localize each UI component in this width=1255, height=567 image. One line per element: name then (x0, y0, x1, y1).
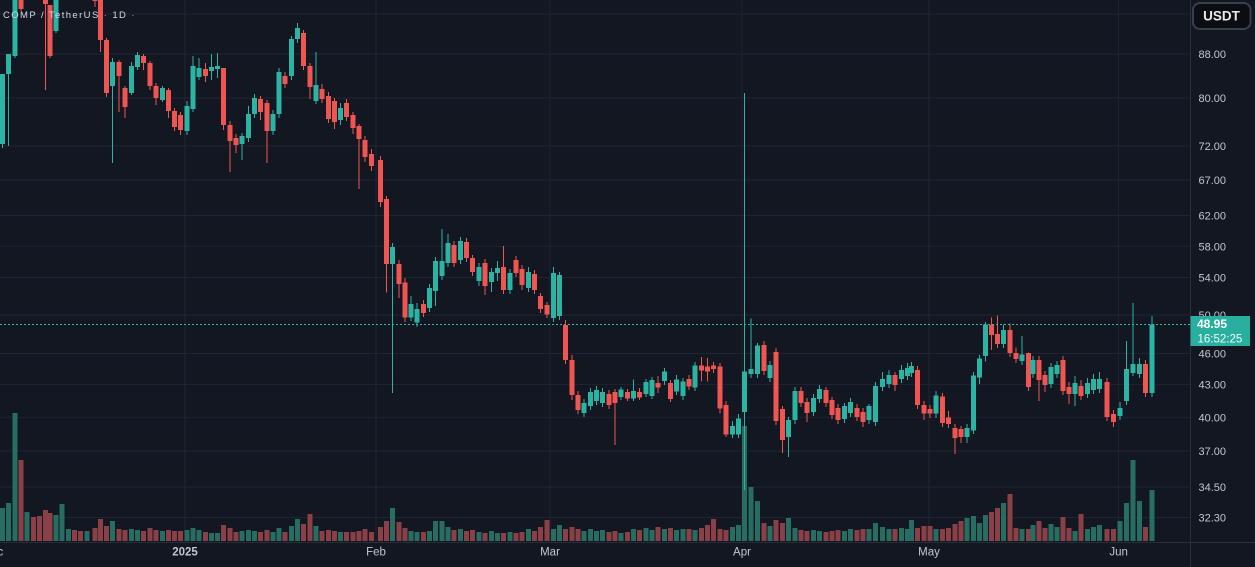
svg-text:62.00: 62.00 (1199, 211, 1227, 223)
svg-text:80.00: 80.00 (1199, 93, 1227, 105)
svg-text:67.00: 67.00 (1199, 175, 1227, 187)
svg-text:Dec: Dec (0, 547, 3, 559)
svg-text:37.00: 37.00 (1199, 446, 1227, 458)
svg-text:88.00: 88.00 (1199, 49, 1227, 61)
svg-text:USDT: USDT (1203, 9, 1241, 24)
svg-text:Feb: Feb (366, 547, 386, 559)
svg-text:Mar: Mar (540, 547, 560, 559)
svg-text:58.00: 58.00 (1199, 241, 1227, 253)
svg-text:54.00: 54.00 (1199, 273, 1227, 285)
svg-text:40.00: 40.00 (1199, 412, 1227, 424)
svg-text:2025: 2025 (172, 547, 198, 559)
svg-text:48.95: 48.95 (1197, 317, 1227, 331)
svg-text:46.00: 46.00 (1199, 349, 1227, 361)
svg-text:72.00: 72.00 (1199, 141, 1227, 153)
svg-text:Jun: Jun (1109, 547, 1128, 559)
svg-text:May: May (918, 547, 940, 559)
svg-text:32.30: 32.30 (1199, 513, 1227, 525)
svg-text:COMP / TetherUS · 1D ·: COMP / TetherUS · 1D · (3, 10, 136, 21)
svg-text:34.50: 34.50 (1199, 482, 1227, 494)
svg-text:16:52:25: 16:52:25 (1198, 334, 1243, 346)
svg-text:43.00: 43.00 (1199, 379, 1227, 391)
svg-text:Apr: Apr (733, 547, 751, 559)
